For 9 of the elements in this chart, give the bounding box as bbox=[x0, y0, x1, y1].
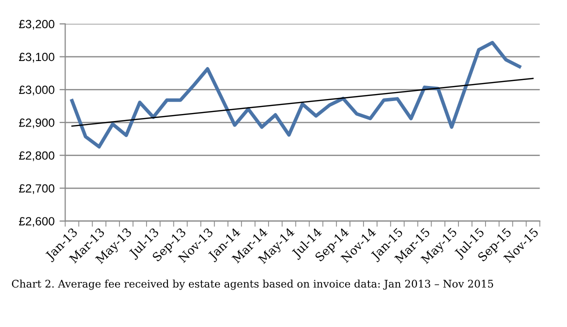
y-tick-label: £3,200 bbox=[19, 20, 54, 30]
caption: Chart 2. Average fee received by estate agents based on invoice data: Jan 2013 – Nov 2015 bbox=[12, 280, 494, 290]
y-tick-label: £3,000 bbox=[19, 86, 54, 96]
y-tick-label: £2,900 bbox=[19, 118, 54, 128]
y-tick-label: £2,600 bbox=[19, 217, 54, 227]
line-series bbox=[70, 40, 522, 149]
y-tick-label: £3,100 bbox=[19, 52, 54, 63]
y-tick-label: £2,800 bbox=[19, 151, 54, 162]
y-tick-label: £2,700 bbox=[19, 184, 54, 194]
